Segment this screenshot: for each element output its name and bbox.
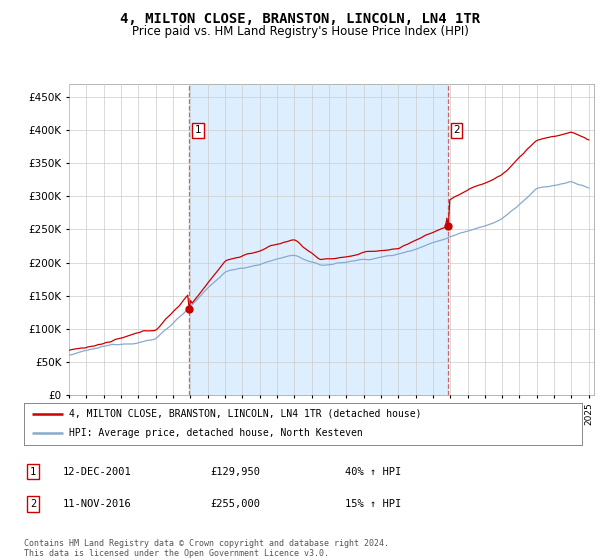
Text: HPI: Average price, detached house, North Kesteven: HPI: Average price, detached house, Nort…: [68, 428, 362, 438]
Text: 4, MILTON CLOSE, BRANSTON, LINCOLN, LN4 1TR: 4, MILTON CLOSE, BRANSTON, LINCOLN, LN4 …: [120, 12, 480, 26]
Bar: [190, 84, 448, 395]
Text: 1: 1: [30, 466, 36, 477]
Text: 15% ↑ HPI: 15% ↑ HPI: [345, 499, 401, 509]
Text: 1: 1: [194, 125, 201, 136]
Text: 11-NOV-2016: 11-NOV-2016: [63, 499, 132, 509]
Text: 40% ↑ HPI: 40% ↑ HPI: [345, 466, 401, 477]
Text: 2: 2: [453, 125, 460, 136]
Text: Price paid vs. HM Land Registry's House Price Index (HPI): Price paid vs. HM Land Registry's House …: [131, 25, 469, 38]
Text: 4, MILTON CLOSE, BRANSTON, LINCOLN, LN4 1TR (detached house): 4, MILTON CLOSE, BRANSTON, LINCOLN, LN4 …: [68, 409, 421, 419]
Text: 12-DEC-2001: 12-DEC-2001: [63, 466, 132, 477]
Text: £129,950: £129,950: [210, 466, 260, 477]
Text: £255,000: £255,000: [210, 499, 260, 509]
Text: Contains HM Land Registry data © Crown copyright and database right 2024.
This d: Contains HM Land Registry data © Crown c…: [24, 539, 389, 558]
Text: 2: 2: [30, 499, 36, 509]
